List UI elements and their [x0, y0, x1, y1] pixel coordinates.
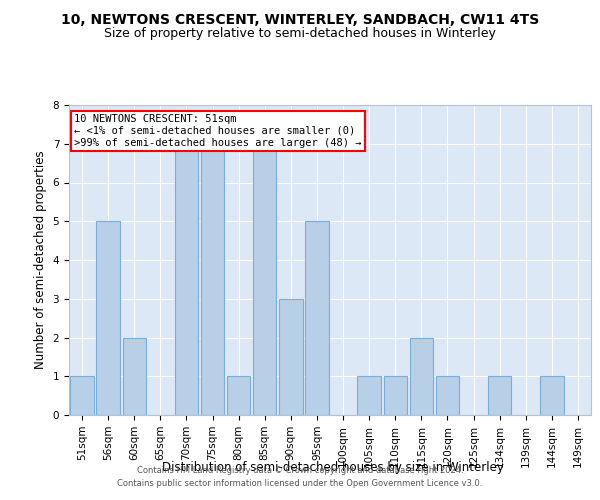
Bar: [201, 144, 224, 415]
Bar: [383, 376, 407, 415]
Y-axis label: Number of semi-detached properties: Number of semi-detached properties: [34, 150, 47, 370]
Bar: [175, 144, 198, 415]
Text: Contains HM Land Registry data © Crown copyright and database right 2024.
Contai: Contains HM Land Registry data © Crown c…: [118, 466, 482, 487]
Bar: [540, 376, 563, 415]
Text: Distribution of semi-detached houses by size in Winterley: Distribution of semi-detached houses by …: [162, 461, 504, 474]
Bar: [410, 338, 433, 415]
Bar: [358, 376, 381, 415]
Text: 10 NEWTONS CRESCENT: 51sqm
← <1% of semi-detached houses are smaller (0)
>99% of: 10 NEWTONS CRESCENT: 51sqm ← <1% of semi…: [74, 114, 362, 148]
Bar: [436, 376, 459, 415]
Bar: [305, 221, 329, 415]
Text: 10, NEWTONS CRESCENT, WINTERLEY, SANDBACH, CW11 4TS: 10, NEWTONS CRESCENT, WINTERLEY, SANDBAC…: [61, 12, 539, 26]
Bar: [97, 221, 120, 415]
Bar: [279, 298, 302, 415]
Bar: [122, 338, 146, 415]
Text: Size of property relative to semi-detached houses in Winterley: Size of property relative to semi-detach…: [104, 28, 496, 40]
Bar: [253, 144, 277, 415]
Bar: [227, 376, 250, 415]
Bar: [70, 376, 94, 415]
Bar: [488, 376, 511, 415]
